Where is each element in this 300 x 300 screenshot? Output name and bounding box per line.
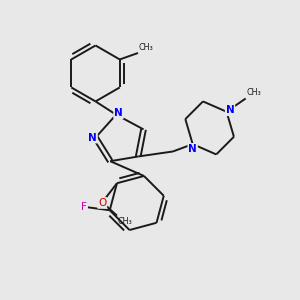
Text: F: F xyxy=(81,202,87,212)
Text: CH₃: CH₃ xyxy=(139,43,154,52)
Text: N: N xyxy=(114,108,123,118)
Text: N: N xyxy=(188,144,197,154)
Text: N: N xyxy=(88,133,97,142)
Text: CH₃: CH₃ xyxy=(247,88,261,97)
Text: O: O xyxy=(98,198,106,208)
Text: CH₃: CH₃ xyxy=(118,218,133,226)
Text: N: N xyxy=(226,105,235,115)
